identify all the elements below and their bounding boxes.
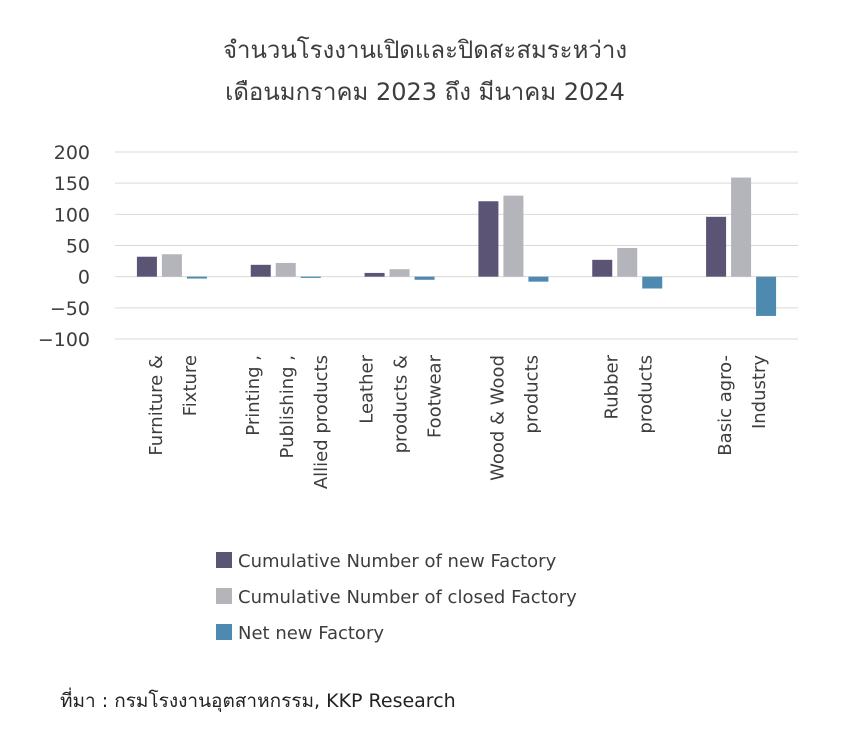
chart-title-line-2: เดือนมกราคม 2023 ถึง มีนาคม 2024 — [225, 78, 625, 106]
category-label-line: Furniture & — [146, 355, 167, 456]
bar — [503, 195, 524, 277]
bar — [300, 276, 321, 278]
y-tick-label: 200 — [54, 142, 90, 164]
category-label-line: Printing , — [243, 355, 264, 436]
bar — [731, 177, 752, 277]
y-tick-label: 150 — [54, 173, 90, 195]
legend-item: Net new Factory — [216, 623, 384, 644]
bar — [275, 262, 296, 277]
legend-label: Net new Factory — [238, 623, 384, 644]
legend-swatch — [216, 588, 232, 604]
legend-item: Cumulative Number of closed Factory — [216, 587, 577, 608]
chart: จำนวนโรงงานเปิดและปิดสะสมระหว่าง เดือนมก… — [38, 36, 798, 644]
category-label: Basic agro- Industry — [715, 355, 770, 456]
legend-swatch — [216, 624, 232, 640]
category-label-line: Basic agro- — [715, 355, 736, 456]
bar — [186, 276, 207, 279]
chart-title-line-1: จำนวนโรงงานเปิดและปิดสะสมระหว่าง — [223, 36, 627, 64]
legend: Cumulative Number of new Factory Cumulati… — [216, 551, 577, 644]
bar — [617, 247, 638, 277]
y-tick-label: 0 — [78, 267, 90, 289]
category-label-line: products — [521, 355, 542, 434]
y-axis-ticks: 200 150 100 50 0 −50 −100 — [38, 142, 90, 351]
bar — [136, 256, 157, 277]
category-label-line: Footwear — [425, 354, 446, 438]
y-tick-label: −50 — [50, 298, 90, 320]
x-axis-categories: Furniture & Fixture Printing , Publishing ,… — [146, 354, 770, 489]
chart-title: จำนวนโรงงานเปิดและปิดสะสมระหว่าง เดือนมก… — [223, 36, 627, 106]
bar — [389, 269, 410, 277]
bar — [364, 272, 385, 277]
legend-label: Cumulative Number of new Factory — [238, 551, 557, 572]
bars — [136, 177, 777, 316]
bar — [756, 276, 777, 316]
category-label: Rubber products — [601, 354, 656, 433]
category-label-line: Fixture — [180, 355, 201, 416]
category-label: Wood & Wood products — [487, 355, 542, 481]
bar — [528, 276, 549, 282]
bar — [478, 201, 499, 277]
grid — [115, 151, 798, 340]
category-label-line: Allied products — [311, 355, 332, 489]
bar — [642, 276, 663, 289]
source-note: ที่มา : กรมโรงงานอุตสาหกรรม, KKP Researc… — [60, 690, 456, 712]
y-tick-label: −100 — [38, 329, 90, 351]
bar — [706, 216, 727, 277]
bar — [592, 259, 613, 277]
category-label-line: Leather — [357, 354, 378, 423]
category-label-line: Publishing , — [277, 355, 298, 458]
bar — [250, 264, 271, 277]
y-tick-label: 50 — [66, 236, 90, 258]
category-label-line: products & — [391, 355, 412, 453]
y-tick-label: 100 — [54, 204, 90, 226]
legend-swatch — [216, 552, 232, 568]
category-label: Printing , Publishing , Allied products — [243, 355, 332, 489]
bar — [161, 254, 182, 277]
category-label: Furniture & Fixture — [146, 355, 201, 456]
category-label-line: products — [635, 355, 656, 434]
legend-item: Cumulative Number of new Factory — [216, 551, 557, 572]
bar — [414, 276, 435, 280]
category-label-line: Wood & Wood — [487, 355, 508, 481]
legend-label: Cumulative Number of closed Factory — [238, 587, 577, 608]
category-label: Leather products & Footwear — [357, 354, 446, 453]
category-label-line: Industry — [749, 355, 770, 429]
category-label-line: Rubber — [601, 354, 622, 419]
